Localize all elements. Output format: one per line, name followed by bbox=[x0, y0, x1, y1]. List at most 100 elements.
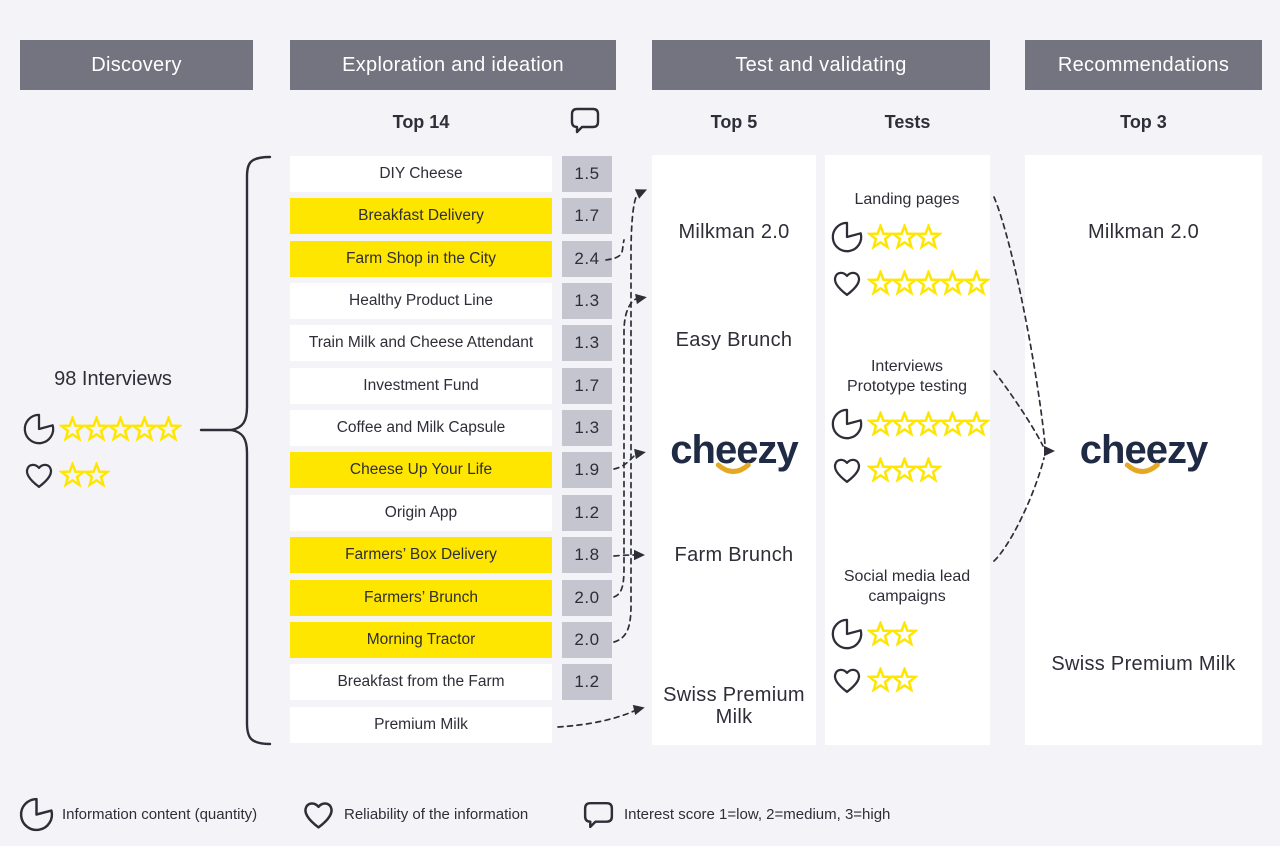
pie-chart-icon bbox=[22, 412, 56, 446]
test-quantity-rating bbox=[830, 220, 988, 254]
heart-icon bbox=[300, 796, 337, 833]
idea-score: 1.5 bbox=[562, 156, 612, 192]
idea-score: 1.3 bbox=[562, 325, 612, 361]
top5-panel bbox=[652, 155, 816, 745]
test-reliability-rating bbox=[830, 266, 990, 300]
star-icon bbox=[155, 415, 182, 442]
star-icon bbox=[867, 269, 894, 296]
heart-icon bbox=[830, 266, 864, 300]
interviews-reliability-rating bbox=[22, 458, 110, 492]
stage-header-exploration: Exploration and ideation bbox=[290, 40, 616, 90]
idea-score: 1.7 bbox=[562, 198, 612, 234]
idea-row: Farmers’ Brunch bbox=[290, 580, 552, 616]
star-rating bbox=[867, 620, 918, 648]
idea-score: 1.2 bbox=[562, 495, 612, 531]
pie-chart-icon bbox=[830, 407, 864, 441]
star-icon bbox=[963, 410, 990, 437]
star-icon bbox=[891, 223, 918, 250]
idea-score: 1.3 bbox=[562, 283, 612, 319]
smile-icon bbox=[715, 462, 751, 476]
star-icon bbox=[915, 410, 942, 437]
ideas-brace bbox=[230, 155, 272, 746]
heart-icon bbox=[22, 458, 56, 492]
star-icon bbox=[891, 620, 918, 647]
concept-item: Milkman 2.0 bbox=[678, 221, 790, 243]
tests-label: Tests bbox=[884, 112, 931, 132]
legend-label: Reliability of the information bbox=[344, 806, 529, 823]
star-icon bbox=[939, 269, 966, 296]
star-rating bbox=[59, 461, 110, 489]
speech-bubble-icon bbox=[580, 796, 617, 833]
test-block: Social media lead campaigns bbox=[826, 567, 988, 697]
interviews-count: 98 Interviews bbox=[54, 368, 172, 390]
star-rating bbox=[867, 410, 990, 438]
star-icon bbox=[915, 223, 942, 250]
idea-score: 1.8 bbox=[562, 537, 612, 573]
stage-header-discovery: Discovery bbox=[20, 40, 253, 90]
legend: Information content (quantity) Reliabili… bbox=[0, 796, 1280, 838]
star-icon bbox=[963, 269, 990, 296]
legend-label: Information content (quantity) bbox=[62, 806, 258, 823]
star-rating bbox=[867, 456, 942, 484]
idea-row: Healthy Product Line bbox=[290, 283, 552, 319]
pie-chart-icon bbox=[830, 220, 864, 254]
top3-label: Top 3 bbox=[1120, 112, 1167, 132]
star-icon bbox=[891, 666, 918, 693]
idea-score: 2.0 bbox=[562, 622, 612, 658]
stage-header-test: Test and validating bbox=[652, 40, 990, 90]
concept-item: Swiss Premium Milk bbox=[1051, 653, 1236, 675]
legend-item-reliability: Reliability of the information bbox=[300, 796, 528, 833]
idea-score: 1.9 bbox=[562, 452, 612, 488]
idea-score: 1.7 bbox=[562, 368, 612, 404]
top5-label: Top 5 bbox=[710, 112, 758, 132]
test-quantity-rating bbox=[830, 617, 988, 651]
star-icon bbox=[83, 461, 110, 488]
star-icon bbox=[131, 415, 158, 442]
concept-item: Easy Brunch bbox=[675, 329, 793, 351]
heart-icon bbox=[830, 663, 864, 697]
idea-row: Train Milk and Cheese Attendant bbox=[290, 325, 552, 361]
pie-chart-icon bbox=[18, 796, 55, 833]
star-rating bbox=[867, 223, 942, 251]
idea-score: 1.2 bbox=[562, 664, 612, 700]
star-icon bbox=[939, 410, 966, 437]
idea-score: 2.4 bbox=[562, 241, 612, 277]
cheezy-logo-item: cheezy bbox=[652, 430, 816, 474]
idea-row: Breakfast Delivery bbox=[290, 198, 552, 234]
interviews-quantity-rating bbox=[22, 412, 182, 446]
pie-chart-icon bbox=[830, 617, 864, 651]
star-rating bbox=[867, 666, 918, 694]
star-icon bbox=[915, 456, 942, 483]
test-quantity-rating bbox=[830, 407, 990, 441]
star-icon bbox=[867, 410, 894, 437]
heart-icon bbox=[830, 453, 864, 487]
legend-item-quantity: Information content (quantity) bbox=[18, 796, 257, 833]
idea-row: Farmers’ Box Delivery bbox=[290, 537, 552, 573]
test-block: Interviews Prototype testing bbox=[826, 357, 990, 487]
idea-row: Morning Tractor bbox=[290, 622, 552, 658]
test-title: Interviews Prototype testing bbox=[846, 358, 968, 395]
idea-score: 2.0 bbox=[562, 580, 612, 616]
star-icon bbox=[867, 223, 894, 250]
test-title: Social media lead campaigns bbox=[843, 568, 971, 605]
cheezy-logo-item: cheezy bbox=[1025, 430, 1262, 474]
star-icon bbox=[867, 666, 894, 693]
idea-row: Breakfast from the Farm bbox=[290, 664, 552, 700]
star-icon bbox=[83, 415, 110, 442]
star-rating bbox=[867, 269, 990, 297]
test-reliability-rating bbox=[830, 663, 988, 697]
star-icon bbox=[59, 415, 86, 442]
star-icon bbox=[891, 456, 918, 483]
concept-item: Swiss Premium Milk bbox=[663, 684, 805, 728]
idea-row: Investment Fund bbox=[290, 368, 552, 404]
recommendations-panel bbox=[1025, 155, 1262, 745]
idea-score: 1.3 bbox=[562, 410, 612, 446]
star-icon bbox=[867, 456, 894, 483]
star-icon bbox=[59, 461, 86, 488]
star-icon bbox=[891, 410, 918, 437]
cheezy-wordmark: cheezy bbox=[1080, 430, 1208, 474]
idea-row: Farm Shop in the City bbox=[290, 241, 552, 277]
idea-row: Origin App bbox=[290, 495, 552, 531]
legend-label: Interest score 1=low, 2=medium, 3=high bbox=[624, 806, 891, 823]
star-icon bbox=[867, 620, 894, 647]
